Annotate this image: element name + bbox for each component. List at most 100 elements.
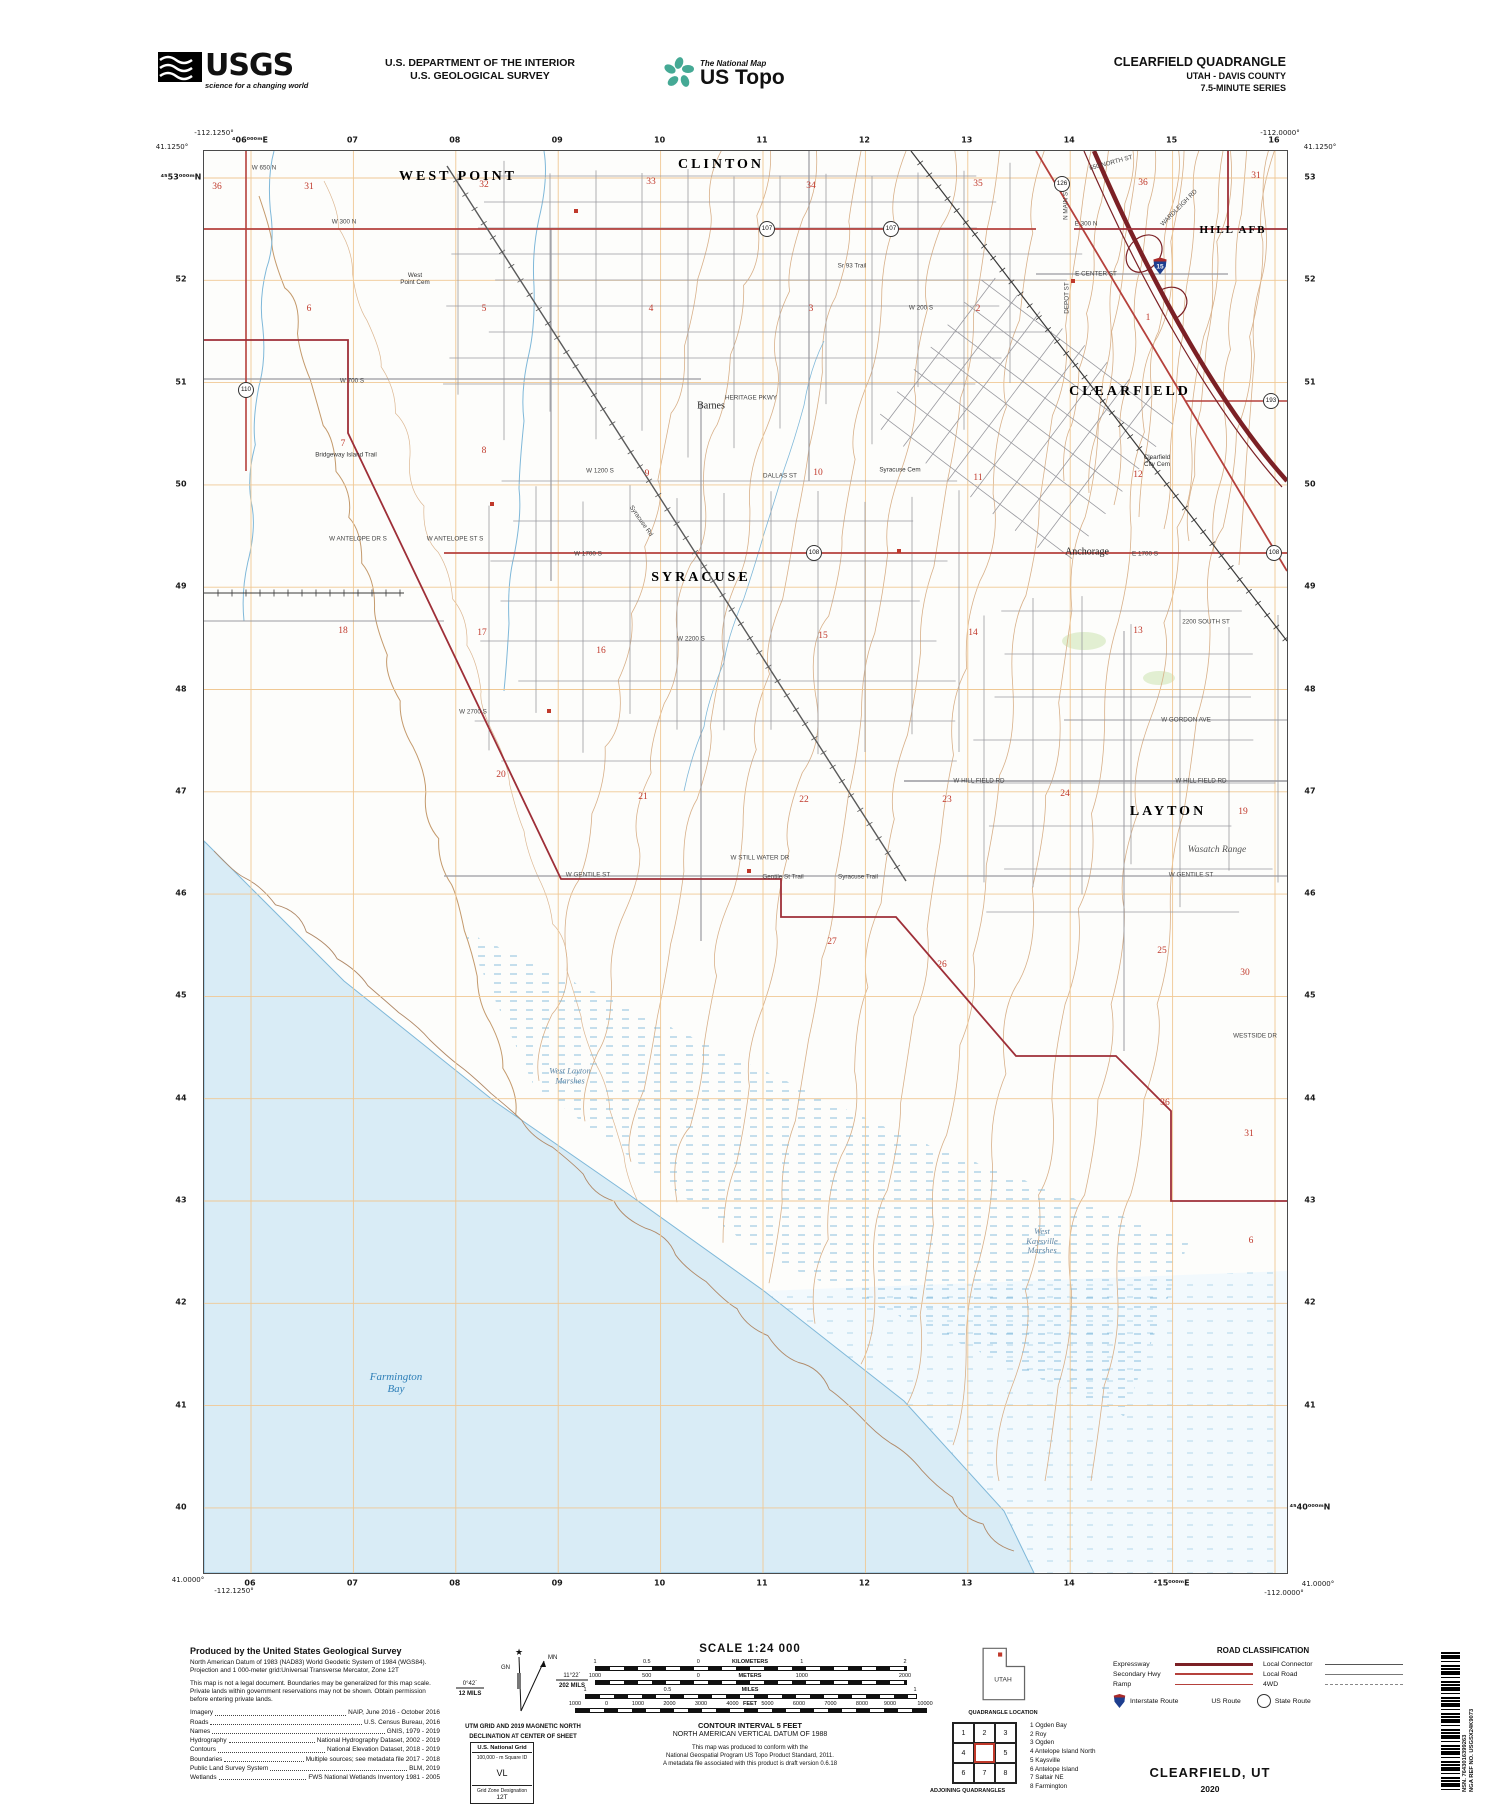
roadclass-line-sample	[1325, 1673, 1403, 1675]
grid-top-label: 09	[551, 135, 563, 145]
adjoining-caption: ADJOINING QUADRANGLES	[930, 1788, 1006, 1794]
svg-text:GN: GN	[501, 1665, 510, 1671]
data-source-row: Contours National Elevation Dataset, 2018…	[190, 1745, 440, 1754]
grid-left-label: 49	[175, 581, 187, 591]
dept-line1: U.S. DEPARTMENT OF THE INTERIOR	[385, 57, 575, 69]
grid-left-label: 42	[175, 1297, 187, 1307]
scale-tick: 6000	[792, 1701, 806, 1707]
grid-right-label: 52	[1304, 274, 1316, 284]
scale-bar-line	[575, 1708, 927, 1713]
quadrangle-name: CLEARFIELD QUADRANGLE	[1113, 55, 1286, 69]
grid-right-label: 42	[1304, 1297, 1316, 1307]
grid-left-label: 52	[175, 274, 187, 284]
roadclass-row: Expressway	[1113, 1659, 1263, 1669]
dept-line2: U.S. GEOLOGICAL SURVEY	[410, 70, 550, 82]
barcode	[1441, 1652, 1460, 1792]
roadclass-line-sample	[1325, 1663, 1403, 1665]
adjoining-cell: 8	[995, 1763, 1016, 1783]
declination-caption-2: DECLINATION AT CENTER OF SHEET	[469, 1733, 577, 1740]
adjoining-name: 5 Kaysville	[1030, 1756, 1061, 1764]
map-graphics	[204, 151, 1287, 1573]
adjoining-name: 8 Farmington	[1030, 1782, 1068, 1790]
grid-top-label: 07	[346, 135, 358, 145]
route-shield-legend: Interstate Route US Route State Route	[1113, 1694, 1413, 1708]
svg-text:UTAH: UTAH	[994, 1676, 1012, 1683]
grid-left-label: ⁴⁵53⁰⁰⁰ᵐN	[160, 172, 202, 182]
scale-tick: 0	[604, 1701, 609, 1707]
grid-bottom-label: 10	[654, 1578, 666, 1588]
usng-square-id: VL	[496, 1768, 508, 1778]
grid-top-label: 16	[1268, 135, 1280, 145]
scale-tick: 1	[800, 1659, 804, 1665]
scale-tick: 500	[642, 1673, 652, 1679]
scale-tick: 0.5	[642, 1659, 651, 1665]
data-source-row: Names GNIS, 1979 - 2019	[190, 1727, 440, 1735]
grid-top-label: 10	[654, 135, 666, 145]
grid-right-label: 47	[1304, 786, 1316, 796]
state-route-shield: 110	[238, 382, 254, 398]
quadrangle-location: UTAH QUADRANGLE LOCATION	[958, 1645, 1048, 1716]
scale-bar: 1 0.5 0 1 2 KILOMETERS	[565, 1659, 935, 1673]
grid-right-label: 48	[1304, 684, 1316, 693]
adjoining-cell: 4	[953, 1743, 974, 1763]
utah-outline-icon: UTAH	[982, 1647, 1026, 1701]
scale-bars: 1 0.5 0 1 2 KILOMETERS 1000 500 0 1000 2000 METERS 1…	[565, 1659, 935, 1715]
adjoining-name: 6 Antelope Island	[1030, 1765, 1079, 1773]
grid-bottom-label: 14	[1063, 1578, 1075, 1588]
grid-left-label: 50	[175, 479, 187, 489]
roadclass-row: Secondary Hwy	[1113, 1669, 1263, 1679]
scale-bar-line	[595, 1666, 907, 1671]
grid-bottom-label: 09	[551, 1578, 563, 1588]
scale-block: SCALE 1:24 000 1 0.5 0 1 2 KILOMETERS 1000 500 0…	[565, 1643, 935, 1768]
corner-bottom-right-lat: 41.0000°	[1301, 1580, 1335, 1588]
nsn-number: NSN. 7643016399263	[1462, 1734, 1468, 1792]
scale-tick: 0	[696, 1673, 700, 1679]
scale-tick: 5000	[761, 1701, 774, 1707]
roadclass-line-sample	[1175, 1683, 1253, 1685]
nga-ref-number: NGA REF NO. USGSX24K9073	[1469, 1708, 1475, 1792]
scale-tick: 1000	[795, 1673, 808, 1679]
usgs-wordmark: USGS	[205, 48, 294, 83]
grid-bottom-label: 13	[961, 1578, 973, 1588]
scale-tick: 2000	[898, 1673, 912, 1679]
state-route-shield: 107	[883, 221, 899, 237]
leader-dots	[217, 1745, 326, 1753]
scale-unit: METERS	[735, 1673, 765, 1679]
scale-tick: 2000	[663, 1701, 676, 1707]
grid-top-label: 08	[449, 135, 461, 145]
declination-caption-1: UTM GRID AND 2019 MAGNETIC NORTH	[465, 1724, 581, 1730]
adjoining-cell: 1	[953, 1723, 974, 1743]
state-route-shield: 108	[1266, 545, 1282, 561]
scale-unit: MILES	[738, 1687, 762, 1693]
grid-left-label: 46	[175, 888, 187, 898]
ustopo-pinwheel-icon	[664, 57, 694, 87]
standard-note-2: National Geospatial Program US Topo Prod…	[666, 1752, 834, 1759]
roadclass-line-sample	[1175, 1662, 1253, 1666]
grid-right-label: 51	[1304, 377, 1316, 387]
barcode-text: NSN. 7643016399263 NGA REF NO. USGSX24K9…	[1462, 1709, 1476, 1792]
svg-text:MN: MN	[548, 1655, 557, 1661]
adjoining-name: 4 Antelope Island North	[1030, 1748, 1096, 1756]
road-classification-legend: ROAD CLASSIFICATION Expressway Secondary …	[1113, 1646, 1413, 1708]
leader-dots	[215, 1708, 347, 1716]
grid-left-label: 45	[175, 990, 187, 1000]
grid-right-label: 41	[1304, 1400, 1316, 1410]
standard-note-3: A metadata file associated with this pro…	[662, 1760, 838, 1767]
usgs-tagline: science for a changing world	[205, 81, 309, 90]
poi-marker	[547, 709, 551, 713]
ustopo-brand: The National Map	[700, 58, 767, 68]
state-shield-icon	[1256, 1694, 1271, 1708]
adjoining-name: 3 Ogden	[1030, 1739, 1055, 1747]
declination-diagram: ★ GN MN 0°42´ 12 MILS 11°22´ 202 MILS UT…	[448, 1645, 598, 1741]
scale-tick: 3000	[694, 1701, 708, 1707]
svg-text:202 MILS: 202 MILS	[559, 1683, 585, 1689]
scale-tick: 0	[696, 1659, 700, 1665]
grid-top-label: 11	[756, 135, 768, 145]
grid-top-label: 13	[961, 135, 973, 145]
sheet-year: 2020	[1200, 1784, 1220, 1794]
sheet-name: CLEARFIELD, UT	[1149, 1765, 1271, 1780]
svg-text:11°22´: 11°22´	[563, 1673, 580, 1679]
leader-dots	[210, 1718, 362, 1725]
roadclass-line-sample	[1325, 1683, 1403, 1685]
